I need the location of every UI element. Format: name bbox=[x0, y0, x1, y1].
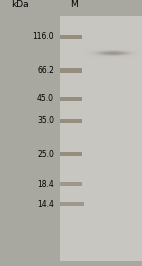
Text: kDa: kDa bbox=[11, 0, 29, 9]
Text: 66.2: 66.2 bbox=[37, 66, 54, 75]
Text: 45.0: 45.0 bbox=[37, 94, 54, 103]
Text: 116.0: 116.0 bbox=[32, 32, 54, 41]
Bar bbox=[60, 119, 82, 123]
Bar bbox=[60, 202, 84, 206]
Text: 14.4: 14.4 bbox=[37, 200, 54, 209]
Text: M: M bbox=[70, 0, 78, 9]
Bar bbox=[60, 182, 82, 186]
Text: 35.0: 35.0 bbox=[37, 116, 54, 125]
Text: 25.0: 25.0 bbox=[37, 149, 54, 159]
Text: 18.4: 18.4 bbox=[37, 180, 54, 189]
Bar bbox=[60, 68, 82, 73]
Bar bbox=[60, 152, 82, 156]
Bar bbox=[60, 97, 82, 101]
Bar bbox=[60, 16, 142, 261]
Bar bbox=[60, 35, 82, 39]
